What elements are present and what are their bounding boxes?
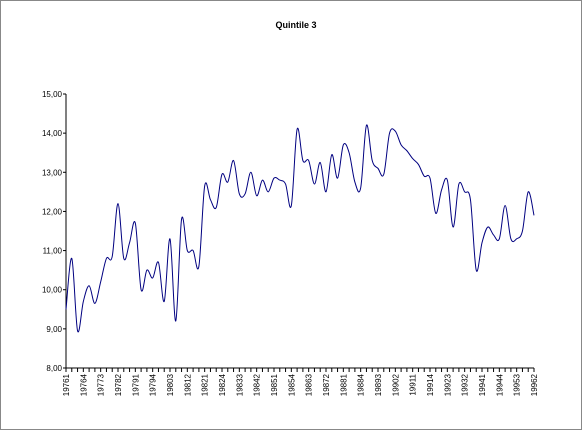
y-tick-label: 10,00: [42, 286, 63, 295]
x-tick-label: 19884: [357, 373, 366, 396]
x-tick-label: 19821: [201, 373, 210, 396]
x-tick-label: 19842: [253, 373, 262, 396]
x-tick-label: 19923: [443, 373, 452, 396]
x-tick-label: 19902: [391, 373, 400, 396]
x-tick-label: 19863: [305, 373, 314, 396]
y-tick-label: 13,00: [42, 168, 63, 177]
x-tick-label: 19794: [149, 373, 158, 396]
y-tick-label: 8,00: [46, 364, 62, 373]
x-tick-label: 19962: [530, 373, 539, 396]
x-tick-label: 19803: [166, 373, 175, 396]
x-tick-label: 19941: [478, 373, 487, 396]
x-tick-label: 19944: [495, 373, 504, 396]
x-tick-label: 19872: [322, 373, 331, 396]
x-tick-label: 19911: [409, 373, 418, 395]
series-line: [65, 124, 535, 333]
x-tick-label: 19812: [183, 373, 192, 396]
x-tick-label: 19854: [287, 373, 296, 396]
y-tick-label: 11,00: [43, 247, 63, 256]
x-tick-label: 19791: [131, 373, 140, 396]
x-tick-label: 19773: [97, 373, 106, 396]
x-tick-label: 19851: [270, 373, 279, 396]
chart-title: Quintile 3: [275, 20, 316, 30]
x-tick-label: 19824: [218, 373, 227, 396]
x-tick-label: 19953: [513, 373, 522, 396]
x-tick-label: 19932: [461, 373, 470, 396]
y-tick-label: 14,00: [42, 129, 63, 138]
x-tick-label: 19833: [235, 373, 244, 396]
x-tick-label: 19764: [79, 373, 88, 396]
x-tick-label: 19893: [374, 373, 383, 396]
x-tick-label: 19761: [62, 373, 71, 396]
x-tick-label: 19782: [114, 373, 123, 396]
y-tick-label: 12,00: [42, 207, 63, 216]
x-tick-label: 19914: [426, 373, 435, 396]
x-tick-label: 19881: [339, 373, 348, 396]
y-tick-label: 9,00: [46, 325, 62, 334]
y-tick-label: 15,00: [42, 90, 63, 99]
